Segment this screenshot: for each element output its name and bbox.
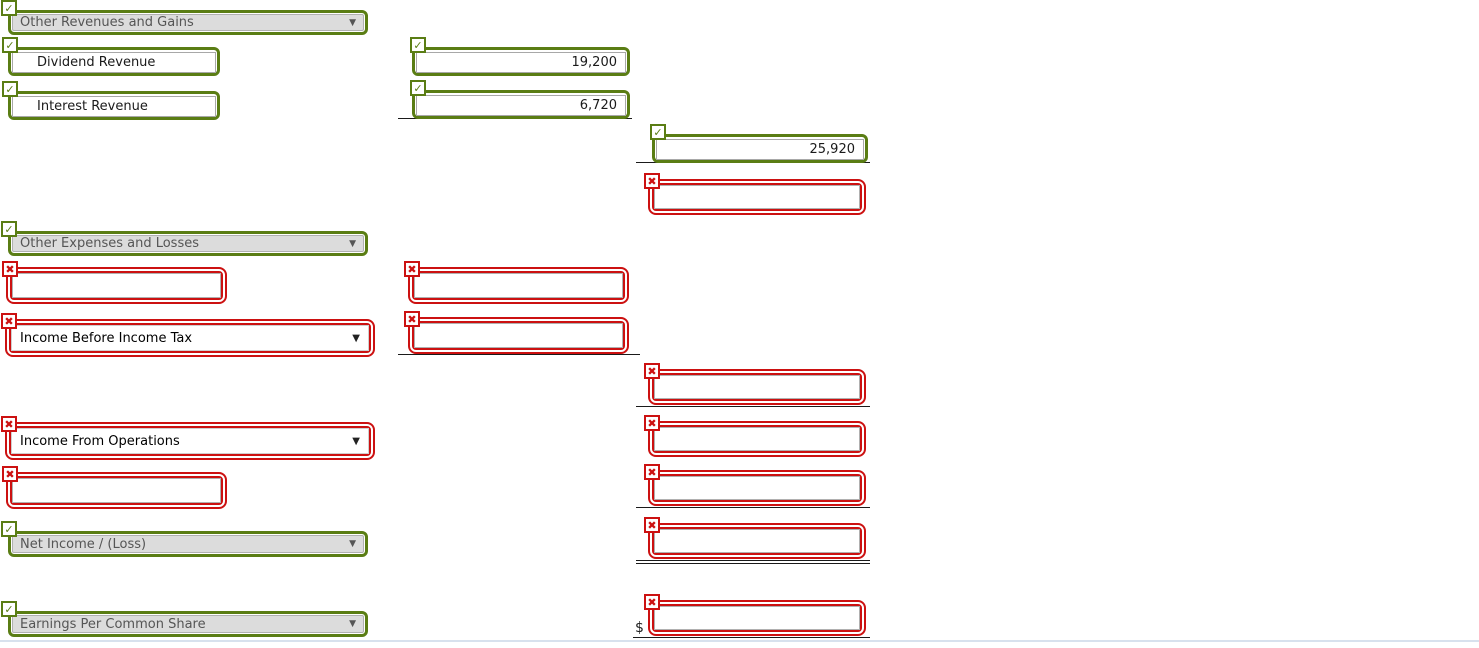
select-value: Net Income / (Loss) xyxy=(20,536,147,552)
amount-input-blank[interactable] xyxy=(648,470,866,506)
account-select-income-before-income-tax[interactable]: Income Before Income Tax ▼ xyxy=(5,319,375,357)
correct-check-icon: ✓ xyxy=(2,81,18,97)
x-glyph: ✖ xyxy=(4,417,14,431)
dividend-amount-field[interactable] xyxy=(416,52,626,73)
carry-amount-field[interactable] xyxy=(654,185,860,209)
correct-check-icon: ✓ xyxy=(410,80,426,96)
chevron-down-icon: ▼ xyxy=(349,539,356,549)
amount-input-net-income[interactable] xyxy=(648,523,866,559)
correct-check-icon: ✓ xyxy=(1,0,17,16)
account-select-other-revenues-and-gains[interactable]: Other Revenues and Gains ▼ xyxy=(8,10,368,35)
account-input-dividend-revenue[interactable] xyxy=(8,47,220,76)
incorrect-x-icon: ✖ xyxy=(1,313,17,329)
amount-input-dividend-revenue[interactable] xyxy=(412,47,630,76)
x-glyph: ✖ xyxy=(407,262,417,276)
currency-symbol: $ xyxy=(635,620,644,636)
account-select-net-income-loss[interactable]: Net Income / (Loss) ▼ xyxy=(8,531,368,557)
amount-input-income-before-tax-total[interactable] xyxy=(648,369,866,405)
chevron-down-icon: ▼ xyxy=(352,332,360,344)
select-value: Income From Operations xyxy=(20,433,180,449)
x-glyph: ✖ xyxy=(5,262,15,276)
correct-check-icon: ✓ xyxy=(650,124,666,140)
amount-input-income-before-tax[interactable] xyxy=(408,317,629,354)
correct-check-icon: ✓ xyxy=(1,601,17,617)
account-input-other-expense[interactable] xyxy=(6,267,227,304)
account-input-interest-revenue[interactable] xyxy=(8,91,220,120)
blank-amount-field[interactable] xyxy=(654,476,860,500)
check-glyph: ✓ xyxy=(4,222,14,236)
subtotal-rule-pretax xyxy=(636,507,870,508)
chevron-down-icon: ▼ xyxy=(349,17,356,28)
x-glyph: ✖ xyxy=(407,312,417,326)
expense-amount-field[interactable] xyxy=(414,273,623,298)
double-rule-net-income-bottom xyxy=(636,563,870,564)
check-glyph: ✓ xyxy=(5,38,15,52)
correct-check-icon: ✓ xyxy=(1,521,17,537)
double-rule-net-income-top xyxy=(636,560,870,561)
incorrect-x-icon: ✖ xyxy=(404,311,420,327)
x-glyph: ✖ xyxy=(4,314,14,328)
interest-amount-field[interactable] xyxy=(416,95,626,116)
amount-input-total-other-revenues[interactable] xyxy=(652,134,868,163)
correct-check-icon: ✓ xyxy=(410,37,426,53)
expense-account-field[interactable] xyxy=(12,273,221,298)
x-glyph: ✖ xyxy=(5,467,15,481)
account-select-income-from-operations[interactable]: Income From Operations ▼ xyxy=(5,422,375,460)
select-value: Income Before Income Tax xyxy=(20,330,193,346)
income-before-tax-amount-field[interactable] xyxy=(414,323,623,348)
amount-input-other-revenues-carry[interactable] xyxy=(648,179,866,215)
incorrect-x-icon: ✖ xyxy=(644,517,660,533)
page-divider xyxy=(0,640,1479,642)
amount-input-other-expense[interactable] xyxy=(408,267,629,304)
check-glyph: ✓ xyxy=(4,602,14,616)
interest-revenue-field[interactable] xyxy=(12,96,216,117)
income-before-tax-total-field[interactable] xyxy=(654,375,860,399)
x-glyph: ✖ xyxy=(647,595,657,609)
incorrect-x-icon: ✖ xyxy=(404,261,420,277)
x-glyph: ✖ xyxy=(647,174,657,188)
rule-eps xyxy=(633,637,870,638)
incorrect-x-icon: ✖ xyxy=(2,466,18,482)
check-glyph: ✓ xyxy=(4,522,14,536)
check-glyph: ✓ xyxy=(5,82,15,96)
check-glyph: ✓ xyxy=(413,38,423,52)
x-glyph: ✖ xyxy=(647,416,657,430)
check-glyph: ✓ xyxy=(4,1,14,15)
correct-check-icon: ✓ xyxy=(2,37,18,53)
incorrect-x-icon: ✖ xyxy=(644,363,660,379)
check-glyph: ✓ xyxy=(653,125,663,139)
amount-input-income-from-operations[interactable] xyxy=(648,421,866,457)
amount-input-interest-revenue[interactable] xyxy=(412,90,630,119)
incorrect-x-icon: ✖ xyxy=(2,261,18,277)
select-value: Other Revenues and Gains xyxy=(20,15,194,30)
dividend-revenue-field[interactable] xyxy=(12,52,216,73)
x-glyph: ✖ xyxy=(647,465,657,479)
total-other-revenues-field[interactable] xyxy=(656,139,864,160)
correct-check-icon: ✓ xyxy=(1,221,17,237)
incorrect-x-icon: ✖ xyxy=(644,464,660,480)
chevron-down-icon: ▼ xyxy=(349,619,356,629)
blank-account-field[interactable] xyxy=(12,478,221,503)
eps-amount-field[interactable] xyxy=(654,606,860,630)
x-glyph: ✖ xyxy=(647,518,657,532)
account-select-earnings-per-common-share[interactable]: Earnings Per Common Share ▼ xyxy=(8,611,368,637)
amount-input-eps[interactable] xyxy=(648,600,866,636)
incorrect-x-icon: ✖ xyxy=(644,173,660,189)
incorrect-x-icon: ✖ xyxy=(644,594,660,610)
select-value: Earnings Per Common Share xyxy=(20,616,206,632)
subtotal-rule-ibt-total xyxy=(636,406,870,407)
account-select-other-expenses-and-losses[interactable]: Other Expenses and Losses ▼ xyxy=(8,231,368,256)
subtotal-rule-before-tax xyxy=(398,354,640,355)
incorrect-x-icon: ✖ xyxy=(1,416,17,432)
chevron-down-icon: ▼ xyxy=(349,238,356,249)
incorrect-x-icon: ✖ xyxy=(644,415,660,431)
chevron-down-icon: ▼ xyxy=(352,435,360,447)
check-glyph: ✓ xyxy=(413,81,423,95)
x-glyph: ✖ xyxy=(647,364,657,378)
select-value: Other Expenses and Losses xyxy=(20,236,199,251)
account-input-blank[interactable] xyxy=(6,472,227,509)
net-income-amount-field[interactable] xyxy=(654,529,860,553)
income-from-operations-amount-field[interactable] xyxy=(654,427,860,451)
